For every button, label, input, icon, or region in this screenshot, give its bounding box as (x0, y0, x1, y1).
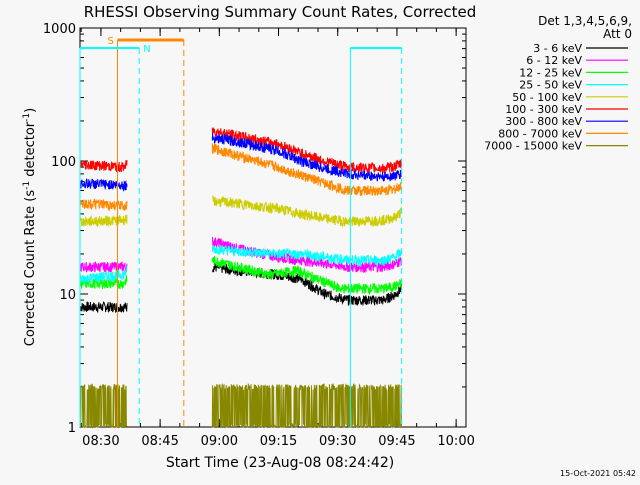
x-axis-label: Start Time (23-Aug-08 08:24:42) (166, 455, 394, 471)
y-axis-label-mid: detector (23, 121, 38, 181)
series-line (211, 244, 402, 267)
x-tick-label: 09:30 (319, 434, 356, 449)
night-label: N (143, 44, 150, 55)
y-axis-label-sup1: -1 (22, 181, 32, 190)
series-line (211, 142, 402, 196)
y-tick-label: 10 (59, 288, 76, 303)
series-line (211, 132, 402, 182)
series-line (79, 198, 128, 212)
legend-label: 25 - 50 keV (519, 79, 582, 92)
render-timestamp: 15-Oct-2021 05:42 (560, 469, 636, 478)
x-tick-label: 08:45 (141, 434, 178, 449)
series-line (79, 383, 128, 429)
saa-label: S (107, 36, 113, 47)
x-tick-label: 09:15 (260, 434, 297, 449)
y-tick-label: 1000 (43, 22, 76, 37)
legend-subheader: Att 0 (603, 27, 632, 41)
legend-label: 12 - 25 keV (519, 66, 582, 79)
x-tick-label: 10:00 (437, 434, 474, 449)
legend-label: 6 - 12 keV (526, 54, 582, 67)
x-tick-label: 09:00 (201, 434, 238, 449)
y-axis-label-sup2: -1 (22, 113, 32, 122)
x-tick-label: 09:45 (378, 434, 415, 449)
x-tick-label: 08:30 (82, 434, 119, 449)
series-line (211, 127, 402, 174)
series-line (79, 266, 128, 284)
y-axis-label-main: Corrected Count Rate (s (23, 190, 38, 347)
series-line (79, 301, 128, 314)
legend-label: 800 - 7000 keV (498, 127, 582, 140)
legend-label: 7000 - 15000 keV (484, 140, 582, 153)
series-line (211, 255, 402, 296)
y-tick-label: 1 (68, 421, 76, 436)
y-axis-label: Corrected Count Rate (s-1 detector-1) (22, 108, 38, 346)
legend-header: Det 1,3,4,5,6,9, (538, 14, 632, 28)
y-axis-label-end: ) (23, 108, 38, 113)
chart-title: RHESSI Observing Summary Count Rates, Co… (84, 3, 477, 21)
legend-label: 3 - 6 keV (533, 42, 582, 55)
series-line (79, 178, 128, 192)
series-line (79, 214, 128, 228)
y-tick-label: 100 (51, 155, 76, 170)
legend-label: 300 - 800 keV (505, 115, 582, 128)
legend-label: 100 - 300 keV (505, 103, 582, 116)
series-line (79, 159, 128, 173)
series-line (211, 194, 402, 228)
series-line (79, 260, 128, 273)
plot-area: 1 10 100 1000 08:30 08:45 09:00 09:15 09:30 09:45… (43, 22, 475, 449)
series-line (212, 262, 402, 306)
legend-label: 50 - 100 keV (512, 91, 582, 104)
series-line (211, 382, 402, 429)
